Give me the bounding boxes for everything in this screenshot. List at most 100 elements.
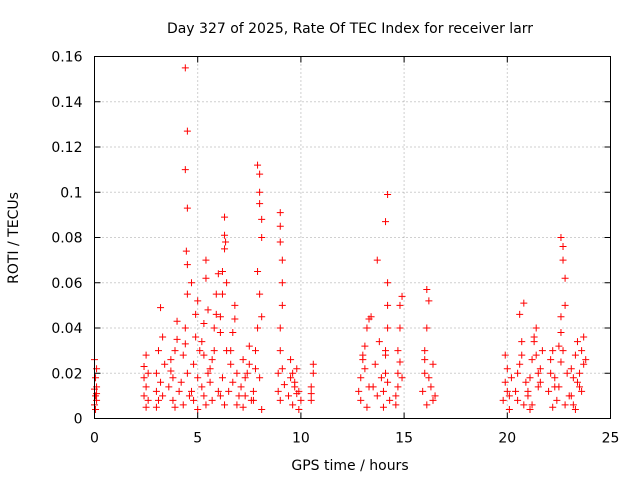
data-point [214, 387, 222, 395]
data-point [359, 351, 367, 359]
data-point [398, 292, 406, 300]
data-point [384, 378, 392, 386]
data-point [212, 310, 220, 318]
data-point [289, 401, 297, 409]
data-point [167, 356, 175, 364]
data-point [179, 351, 187, 359]
data-point [520, 401, 528, 409]
data-point [384, 279, 392, 287]
data-point [295, 405, 303, 413]
data-point [551, 374, 559, 382]
y-tick-label: 0.08 [51, 231, 82, 247]
data-point [576, 383, 584, 391]
data-point [278, 301, 286, 309]
data-point [524, 387, 532, 395]
y-tick-label: 0 [74, 412, 83, 428]
data-point [384, 191, 392, 199]
data-point [92, 374, 100, 382]
x-tick-label: 25 [602, 431, 620, 447]
data-point [241, 374, 249, 382]
data-point [538, 347, 546, 355]
data-point [161, 360, 169, 368]
data-point [297, 396, 305, 404]
data-point [396, 301, 404, 309]
x-tick-label: 0 [90, 431, 99, 447]
data-point [194, 374, 202, 382]
data-point [142, 383, 150, 391]
data-point [221, 245, 229, 253]
data-point [382, 369, 390, 377]
data-point [528, 401, 536, 409]
data-point [285, 392, 293, 400]
data-point [227, 347, 235, 355]
data-point [357, 396, 365, 404]
data-point [307, 383, 315, 391]
data-point [573, 378, 581, 386]
data-point [423, 286, 431, 294]
data-point [245, 360, 253, 368]
data-point [196, 347, 204, 355]
data-point [192, 310, 200, 318]
data-point [144, 396, 152, 404]
data-point [532, 324, 540, 332]
data-point [534, 383, 542, 391]
data-point [278, 365, 286, 373]
data-point [190, 396, 198, 404]
data-point [293, 365, 301, 373]
data-point [251, 347, 259, 355]
data-point [431, 392, 439, 400]
data-point [514, 396, 522, 404]
data-point [421, 347, 429, 355]
data-point [229, 378, 237, 386]
data-point [379, 387, 387, 395]
data-point [555, 383, 563, 391]
data-point [567, 392, 575, 400]
data-point [582, 356, 590, 364]
data-point [274, 369, 282, 377]
data-point [221, 213, 229, 221]
data-point [573, 338, 581, 346]
data-point [216, 392, 224, 400]
data-point [173, 317, 181, 325]
data-point [309, 360, 317, 368]
data-point [181, 166, 189, 174]
data-point [204, 306, 212, 314]
data-point [276, 324, 284, 332]
data-point [157, 304, 165, 312]
data-point [382, 351, 390, 359]
data-point [183, 261, 191, 269]
data-point [278, 279, 286, 287]
data-point [394, 347, 402, 355]
data-point [563, 369, 571, 377]
data-point [549, 347, 557, 355]
data-point [221, 231, 229, 239]
data-point [384, 324, 392, 332]
data-point [256, 200, 264, 208]
data-point [249, 387, 257, 395]
data-point [181, 340, 189, 348]
chart-title: Day 327 of 2025, Rate Of TEC Index for r… [167, 21, 533, 37]
data-point [377, 374, 385, 382]
data-point [580, 360, 588, 368]
data-point [423, 401, 431, 409]
data-point [547, 369, 555, 377]
data-point [429, 360, 437, 368]
data-point [357, 374, 365, 382]
data-point [276, 347, 284, 355]
data-point [202, 401, 210, 409]
data-point [157, 378, 165, 386]
data-point [557, 313, 565, 321]
data-point [194, 297, 202, 305]
data-point [373, 392, 381, 400]
x-tick-label: 20 [498, 431, 516, 447]
data-point [231, 301, 239, 309]
data-point [256, 170, 264, 178]
data-point [159, 392, 167, 400]
data-point [514, 369, 522, 377]
data-point [225, 387, 233, 395]
data-point [233, 369, 241, 377]
y-tick-label: 0.14 [51, 95, 82, 111]
data-point [373, 256, 381, 264]
data-point [140, 362, 148, 370]
